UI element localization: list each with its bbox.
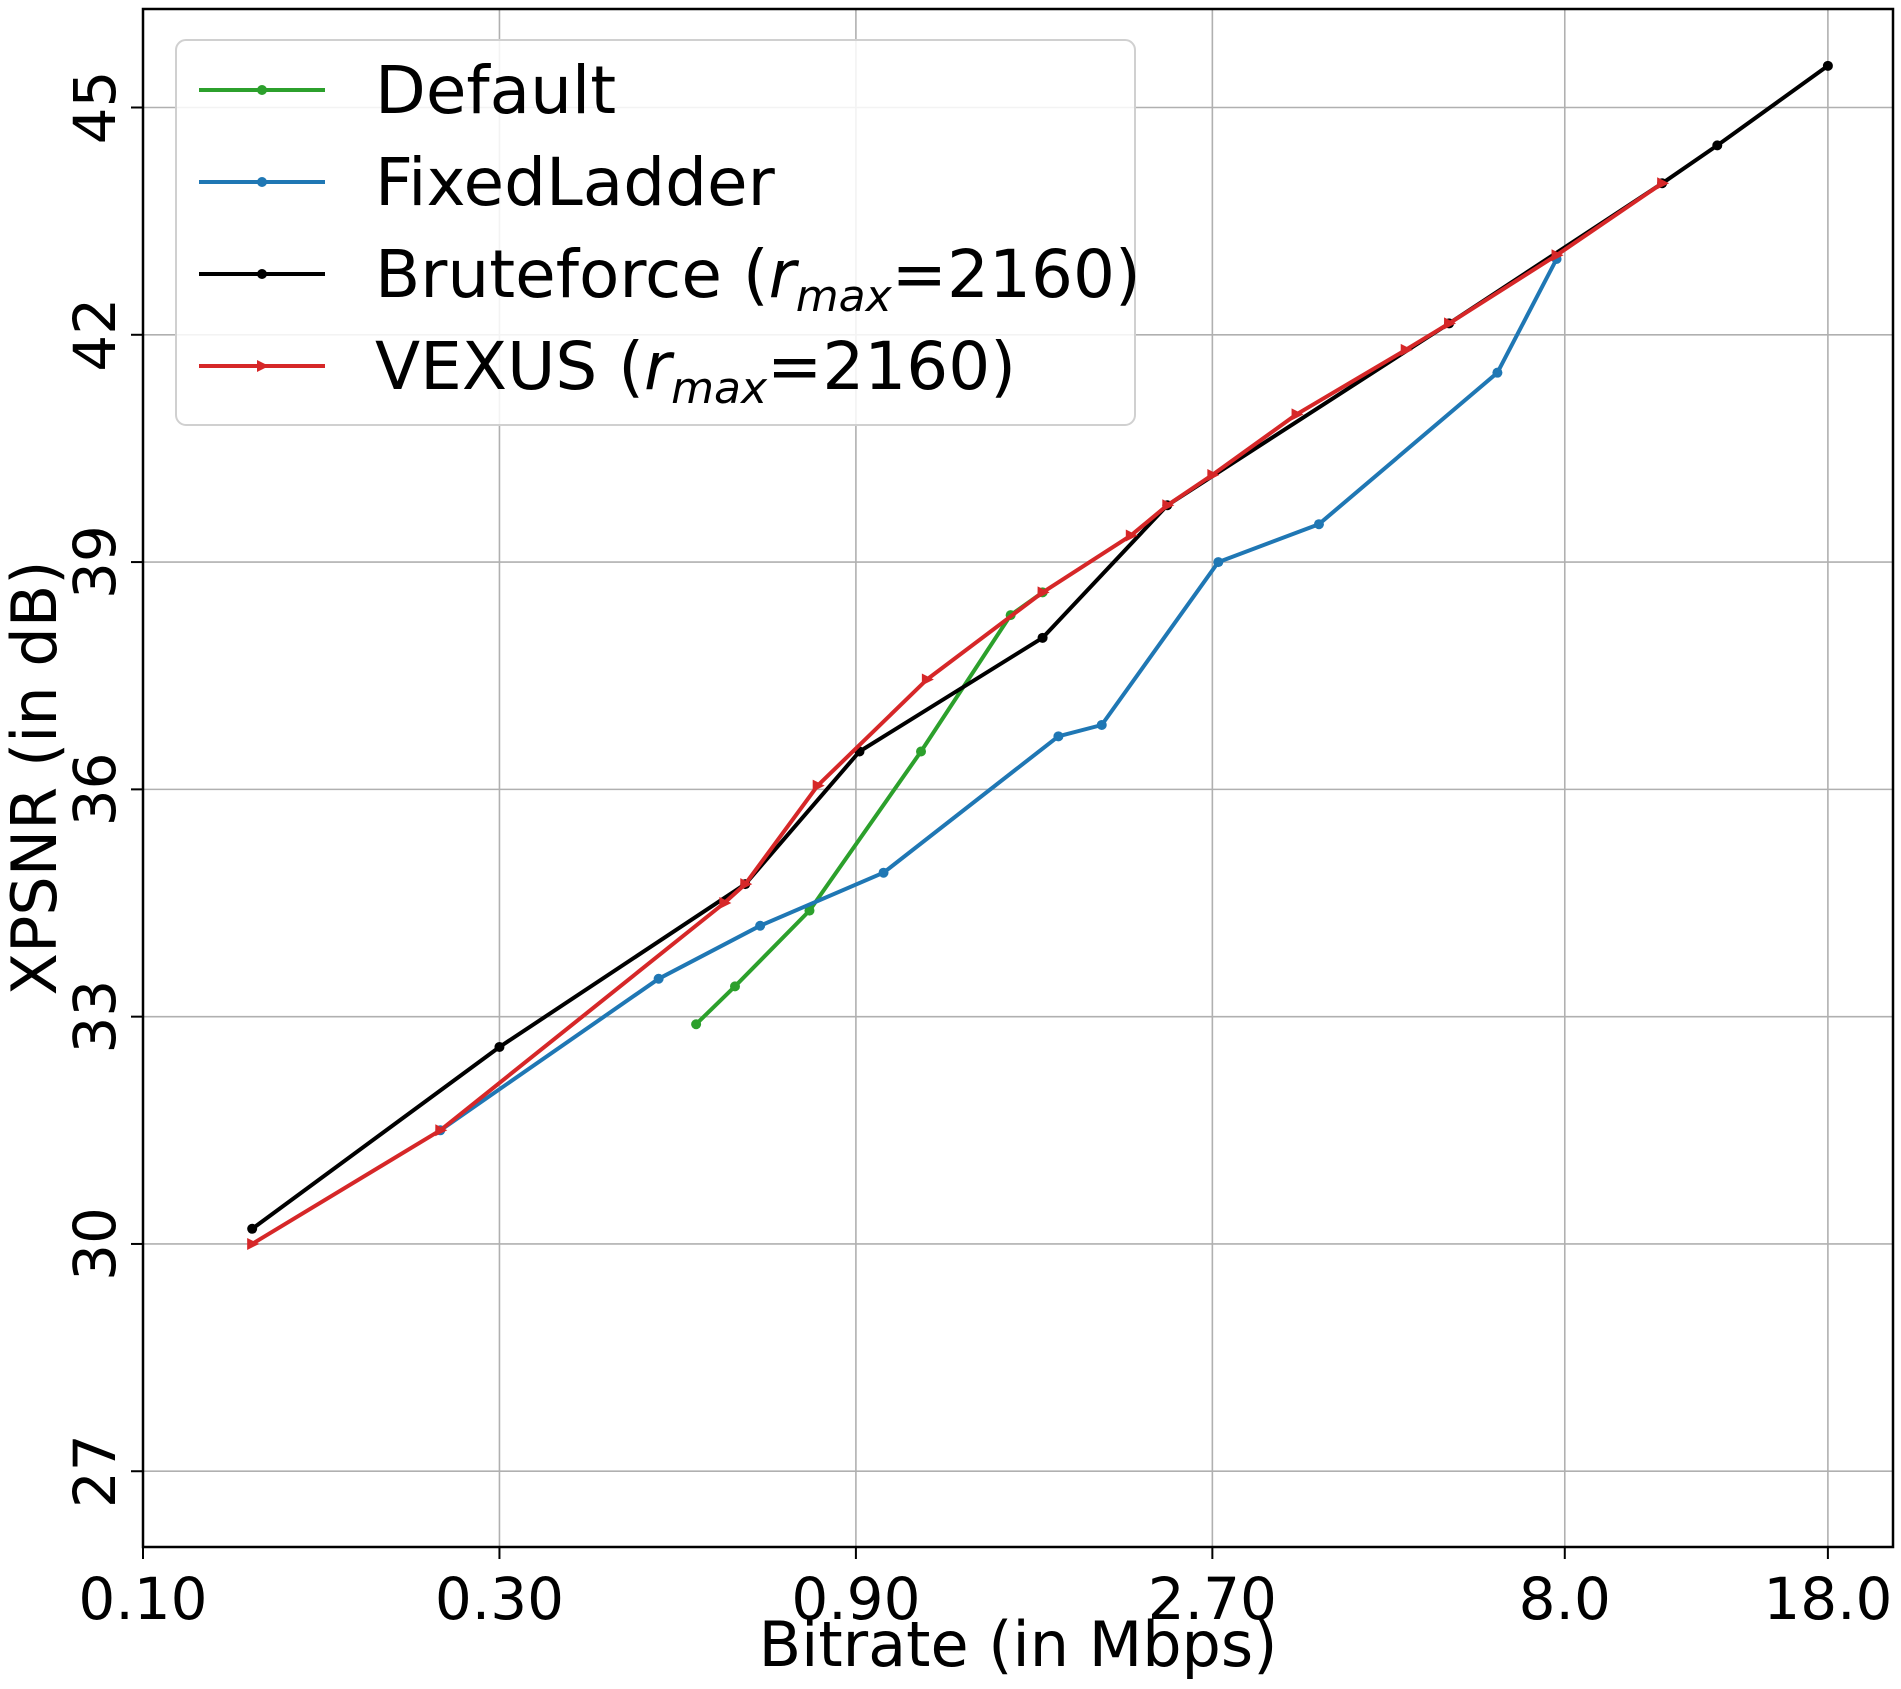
legend-entry-bruteforce: Bruteforce (rmax=2160): [199, 236, 1141, 322]
legend-entry-default: Default: [199, 52, 616, 129]
data-point: [1313, 519, 1324, 530]
data-point: [653, 973, 664, 984]
legend-entry-vexus: VEXUS (rmax=2160): [199, 328, 1016, 414]
data-point: [1037, 586, 1050, 599]
legend-label-fixedladder: FixedLadder: [375, 144, 776, 221]
data-point: [1822, 60, 1833, 71]
legend-entry-fixedladder: FixedLadder: [199, 144, 776, 221]
data-point: [755, 920, 766, 931]
data-point: [1291, 408, 1304, 421]
x-tick-label: 18.0: [1763, 1565, 1892, 1633]
legend-label-bruteforce: Bruteforce (rmax=2160): [375, 236, 1141, 322]
series-line: [694, 590, 1045, 1027]
x-tick-label: 0.90: [791, 1565, 920, 1633]
y-tick-label: 45: [61, 71, 129, 145]
data-point: [691, 1019, 702, 1030]
y-tick-label: 27: [61, 1434, 129, 1508]
data-point: [921, 673, 934, 686]
data-point: [1712, 140, 1723, 151]
series-default: [691, 587, 1048, 1030]
y-tick-label: 30: [61, 1207, 129, 1281]
y-tick-label: 33: [61, 980, 129, 1054]
series-line: [438, 257, 1559, 1133]
series-line: [250, 63, 1830, 1231]
series-layer: [247, 60, 1833, 1250]
data-point: [1551, 249, 1564, 262]
y-axis-label: XPSNR (in dB): [0, 561, 71, 996]
x-tick-label: 0.30: [435, 1565, 564, 1633]
data-point: [804, 905, 815, 916]
data-point: [812, 779, 825, 792]
y-tick-label: 36: [61, 752, 129, 826]
data-point: [247, 1223, 258, 1234]
data-point: [1053, 731, 1064, 742]
y-tick-label: 42: [61, 298, 129, 372]
legend-label-default: Default: [375, 52, 616, 129]
x-tick-label: 0.10: [78, 1565, 207, 1633]
data-point: [1162, 499, 1175, 512]
data-point: [1400, 343, 1413, 356]
legend: Default FixedLadder Bruteforce (rmax=216…: [175, 39, 1141, 426]
x-tick-label: 2.70: [1148, 1565, 1277, 1633]
data-point: [494, 1041, 505, 1052]
data-point: [1037, 632, 1048, 643]
data-point: [1125, 529, 1138, 542]
x-axis-ticks: 0.10 0.30 0.90 2.70 8.0 18.0: [78, 1547, 1892, 1633]
y-tick-label: 39: [61, 525, 129, 599]
data-point: [740, 878, 753, 891]
plot-frame: [141, 7, 1895, 1549]
data-point: [878, 867, 889, 878]
data-point: [1657, 177, 1670, 190]
data-point: [1096, 719, 1107, 730]
data-point: [435, 1124, 448, 1137]
data-point: [1213, 557, 1224, 568]
series-vexus: [247, 177, 1670, 1250]
y-axis-ticks: 27 30 33 36 39 42 45: [61, 71, 143, 1508]
data-point: [247, 1237, 260, 1250]
data-point: [916, 746, 927, 757]
legend-box: [175, 39, 1136, 426]
data-point: [729, 981, 740, 992]
data-point: [1492, 367, 1503, 378]
x-axis-label: Bitrate (in Mbps): [759, 1608, 1278, 1681]
data-point: [1207, 468, 1220, 481]
data-point: [1444, 317, 1457, 330]
x-tick-label: 8.0: [1519, 1565, 1611, 1633]
legend-label-vexus: VEXUS (rmax=2160): [375, 328, 1016, 414]
data-point: [719, 897, 732, 910]
